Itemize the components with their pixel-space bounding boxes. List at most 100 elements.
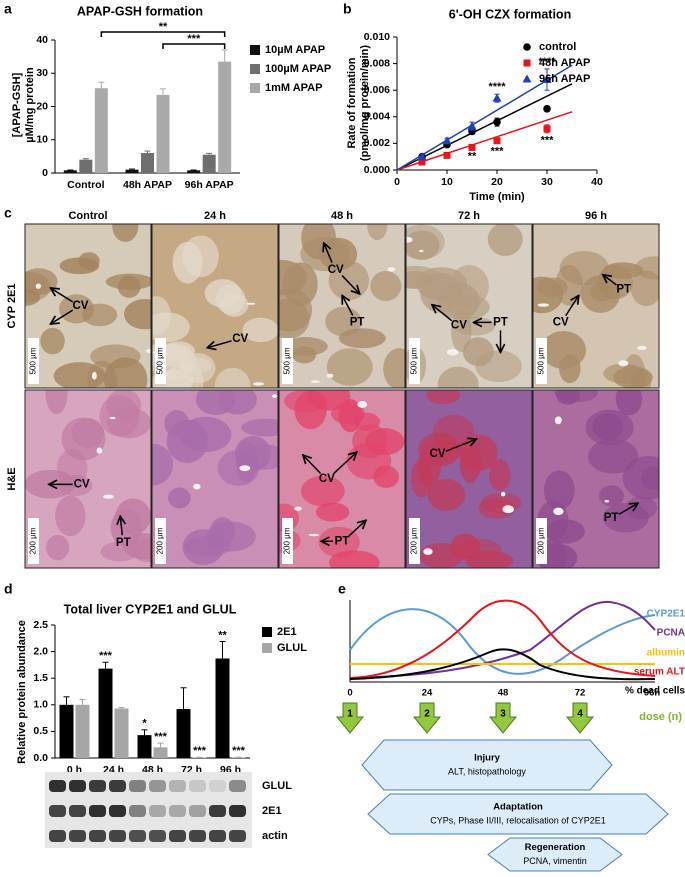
tissue-region	[598, 485, 625, 507]
vessel	[252, 382, 265, 386]
arrow	[324, 243, 333, 263]
dose-label: dose (n)	[639, 711, 682, 723]
vessel	[308, 533, 320, 537]
bar	[94, 88, 108, 173]
micrograph-border	[532, 223, 660, 389]
scale-bar-box	[28, 338, 39, 384]
tissue-region	[78, 252, 100, 270]
scale-bar-box	[155, 338, 166, 384]
bar	[187, 170, 201, 173]
vessel	[502, 505, 515, 514]
panel-label: d	[4, 581, 13, 597]
vessel	[419, 249, 424, 253]
legend-swatch	[250, 64, 260, 74]
vessel	[500, 491, 506, 497]
blot-band	[189, 805, 206, 817]
vessel	[96, 447, 103, 454]
micrograph	[25, 224, 151, 388]
tissue-region	[100, 541, 139, 562]
blot-band	[169, 780, 186, 792]
blot-band	[89, 780, 106, 792]
point	[443, 151, 451, 159]
arrow	[432, 305, 453, 322]
tissue-region	[152, 443, 174, 486]
legend-marker	[522, 74, 532, 83]
schematic-curve	[349, 599, 656, 679]
column-header: 24 h	[204, 210, 226, 222]
significance: **	[468, 151, 477, 163]
schematic-curve	[349, 648, 656, 681]
structure-label: CV	[328, 264, 344, 276]
structure-label: PT	[350, 316, 365, 328]
phase-chevron	[361, 739, 613, 791]
trend-line	[396, 111, 573, 171]
vessel	[91, 371, 97, 380]
x-tick-label: 96h APAP	[185, 179, 234, 191]
scale-bar-box	[155, 518, 166, 564]
arrow	[207, 340, 232, 348]
blot-label: GLUL	[262, 780, 292, 792]
blot-band	[69, 805, 86, 817]
dose-arrow	[565, 702, 595, 734]
y-tick-label: 0.000	[364, 164, 390, 176]
bar	[125, 169, 139, 173]
dose-number: 1	[347, 709, 353, 720]
micrograph	[406, 390, 532, 568]
micrograph	[533, 390, 659, 568]
significance: ***	[541, 135, 555, 147]
arrow	[565, 295, 579, 317]
structure-label: PT	[604, 512, 619, 524]
tissue-region	[152, 312, 190, 343]
tissue-region	[592, 413, 624, 441]
x-tick-label: 0	[394, 176, 400, 188]
column-header: Control	[68, 210, 107, 222]
panel-label: c	[4, 205, 12, 221]
blot-band	[209, 830, 226, 842]
point	[493, 118, 501, 126]
y-axis-label: Rate of formation	[346, 57, 358, 148]
micrograph-border	[405, 223, 533, 389]
legend-label: GLUL	[277, 642, 307, 654]
bar	[202, 154, 216, 173]
tissue-region	[406, 230, 440, 260]
panel-label: e	[338, 581, 346, 597]
bar	[153, 747, 168, 758]
bar	[75, 704, 90, 758]
phase-name: Regeneration	[525, 842, 586, 853]
scale-bar-box	[282, 518, 293, 564]
scale-bar-label: 500 µm	[29, 347, 38, 374]
blot-band	[89, 830, 106, 842]
legend-swatch	[262, 643, 272, 653]
dose-number: 3	[500, 709, 506, 720]
y-tick-label: 40	[36, 34, 48, 46]
legend-label: 2E1	[277, 626, 297, 638]
tissue-region	[420, 272, 462, 313]
scale-bar-box	[536, 518, 547, 564]
tissue-region	[556, 390, 580, 405]
blot-band	[229, 830, 246, 842]
vessel	[193, 483, 201, 490]
phase-chevron	[487, 837, 623, 872]
y-tick-label: 2.5	[33, 619, 48, 631]
tissue-region	[105, 273, 151, 290]
legend-label: 1mM APAP	[265, 82, 322, 94]
arrow	[603, 275, 617, 286]
schematic-tick-label: 72	[575, 688, 586, 699]
dose-arrow	[412, 702, 442, 734]
vessel	[446, 348, 459, 356]
bar	[79, 159, 93, 173]
blot-band	[69, 830, 86, 842]
column-header: 72 h	[458, 210, 480, 222]
tissue-region	[279, 288, 313, 332]
column-header: 96 h	[585, 210, 607, 222]
vessel	[618, 360, 629, 367]
arrow	[120, 516, 122, 536]
blot-band	[109, 780, 126, 792]
point	[492, 93, 502, 102]
tissue-region	[465, 551, 514, 568]
blot-band	[209, 805, 226, 817]
curve-label: serum ALT	[634, 667, 685, 678]
tissue-region	[426, 390, 461, 405]
significance: ***	[154, 731, 168, 743]
